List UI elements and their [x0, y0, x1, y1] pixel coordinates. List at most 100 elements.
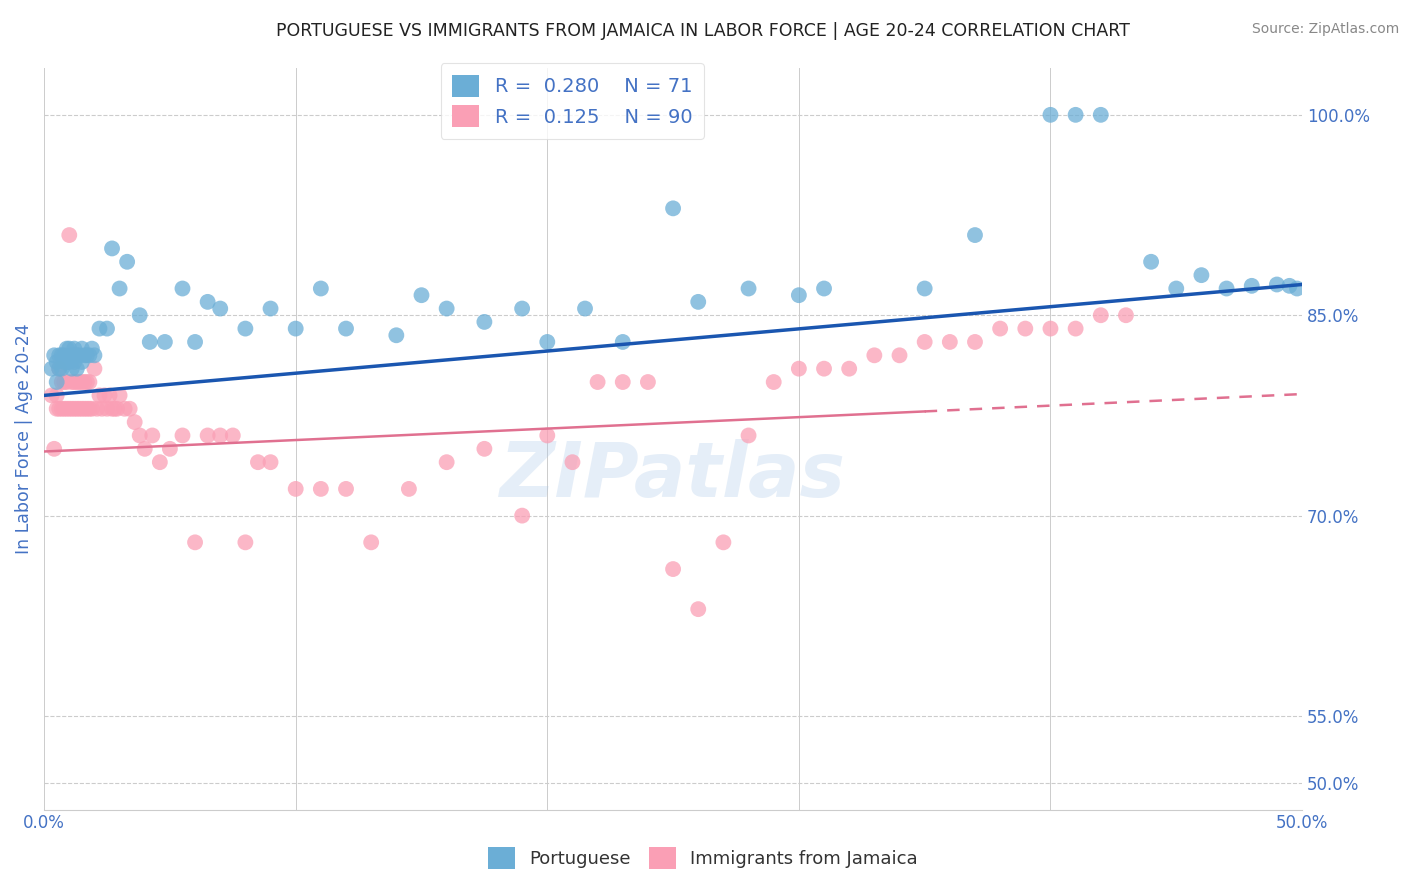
Point	[60, 361, 83, 376]
Point	[79, 348, 101, 362]
Point	[209, 428, 232, 442]
Point	[662, 202, 685, 216]
Point	[41, 388, 63, 402]
Point	[89, 388, 111, 402]
Point	[510, 301, 533, 316]
Point	[48, 361, 70, 376]
Point	[1090, 308, 1112, 322]
Point	[184, 535, 207, 549]
Point	[98, 388, 121, 402]
Point	[963, 334, 986, 349]
Point	[1039, 108, 1062, 122]
Point	[108, 281, 131, 295]
Point	[863, 348, 886, 362]
Point	[1265, 277, 1288, 292]
Point	[360, 535, 382, 549]
Point	[45, 401, 67, 416]
Point	[787, 288, 810, 302]
Point	[48, 348, 70, 362]
Point	[963, 228, 986, 243]
Point	[55, 355, 77, 369]
Point	[762, 375, 785, 389]
Point	[55, 401, 77, 416]
Point	[58, 342, 80, 356]
Point	[45, 375, 67, 389]
Point	[411, 288, 433, 302]
Point	[172, 428, 194, 442]
Point	[96, 401, 118, 416]
Text: ZIPatlas: ZIPatlas	[501, 439, 846, 513]
Point	[51, 375, 73, 389]
Point	[73, 375, 96, 389]
Point	[76, 401, 98, 416]
Point	[53, 348, 76, 362]
Point	[70, 375, 93, 389]
Legend: R =  0.280    N = 71, R =  0.125    N = 90: R = 0.280 N = 71, R = 0.125 N = 90	[440, 63, 704, 139]
Point	[1189, 268, 1212, 282]
Point	[436, 455, 458, 469]
Point	[197, 294, 219, 309]
Point	[1014, 321, 1036, 335]
Point	[124, 415, 146, 429]
Point	[184, 334, 207, 349]
Point	[1166, 281, 1188, 295]
Point	[48, 361, 70, 376]
Point	[76, 375, 98, 389]
Point	[51, 361, 73, 376]
Point	[83, 361, 105, 376]
Point	[73, 348, 96, 362]
Point	[309, 482, 332, 496]
Point	[66, 361, 89, 376]
Point	[41, 361, 63, 376]
Point	[101, 401, 124, 416]
Point	[222, 428, 245, 442]
Point	[813, 281, 835, 295]
Point	[58, 228, 80, 243]
Point	[58, 355, 80, 369]
Point	[118, 401, 141, 416]
Point	[60, 375, 83, 389]
Point	[737, 428, 759, 442]
Point	[80, 401, 103, 416]
Point	[96, 321, 118, 335]
Point	[63, 355, 86, 369]
Point	[66, 375, 89, 389]
Point	[209, 301, 232, 316]
Point	[235, 321, 257, 335]
Point	[637, 375, 659, 389]
Point	[83, 348, 105, 362]
Point	[574, 301, 596, 316]
Point	[713, 535, 735, 549]
Point	[128, 428, 150, 442]
Point	[284, 321, 307, 335]
Point	[1285, 281, 1308, 295]
Point	[63, 401, 86, 416]
Point	[44, 348, 66, 362]
Text: PORTUGUESE VS IMMIGRANTS FROM JAMAICA IN LABOR FORCE | AGE 20-24 CORRELATION CHA: PORTUGUESE VS IMMIGRANTS FROM JAMAICA IN…	[276, 22, 1130, 40]
Point	[76, 348, 98, 362]
Point	[63, 375, 86, 389]
Point	[235, 535, 257, 549]
Point	[153, 334, 176, 349]
Point	[1115, 308, 1137, 322]
Point	[939, 334, 962, 349]
Point	[60, 401, 83, 416]
Point	[128, 308, 150, 322]
Point	[246, 455, 269, 469]
Point	[259, 455, 281, 469]
Point	[89, 321, 111, 335]
Point	[67, 375, 90, 389]
Point	[737, 281, 759, 295]
Point	[284, 482, 307, 496]
Point	[53, 401, 76, 416]
Point	[63, 342, 86, 356]
Point	[436, 301, 458, 316]
Point	[838, 361, 860, 376]
Point	[688, 294, 710, 309]
Point	[159, 442, 181, 456]
Point	[688, 602, 710, 616]
Point	[53, 355, 76, 369]
Y-axis label: In Labor Force | Age 20-24: In Labor Force | Age 20-24	[15, 324, 32, 554]
Point	[51, 401, 73, 416]
Point	[172, 281, 194, 295]
